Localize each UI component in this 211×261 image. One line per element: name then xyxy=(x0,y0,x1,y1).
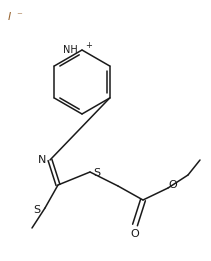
Text: I: I xyxy=(8,12,11,22)
Text: +: + xyxy=(85,40,92,50)
Text: S: S xyxy=(93,168,101,178)
Text: O: O xyxy=(131,229,139,239)
Text: S: S xyxy=(33,205,41,215)
Text: O: O xyxy=(169,180,177,190)
Text: N: N xyxy=(38,155,46,165)
Text: ⁻: ⁻ xyxy=(16,11,22,21)
Text: NH: NH xyxy=(63,45,78,55)
